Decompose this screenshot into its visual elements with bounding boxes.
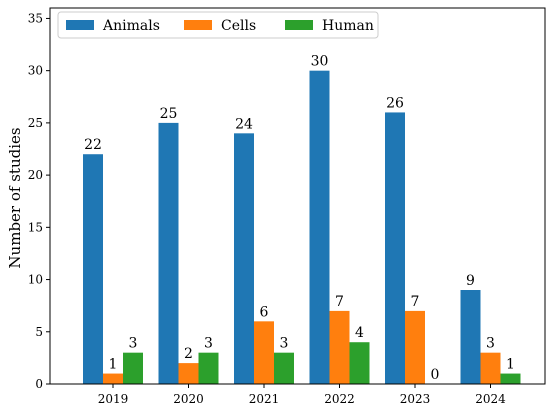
- y-tick-label-10: 10: [28, 273, 43, 287]
- x-tick-label-2023: 2023: [400, 392, 431, 406]
- bars-layer: [83, 70, 521, 385]
- legend: Animals Cells Human: [57, 11, 379, 39]
- bar-human-2024: [500, 373, 521, 384]
- bar-cells-2020: [178, 363, 199, 384]
- bar-human-2020: [198, 352, 219, 384]
- bar-cells-2022: [329, 310, 350, 384]
- data-label-human-2019: 3: [129, 336, 138, 352]
- legend-swatch-cells: [184, 20, 212, 30]
- data-label-cells-2020: 2: [184, 346, 193, 362]
- x-tick-label-2024: 2024: [475, 392, 506, 406]
- x-tick-label-2020: 2020: [173, 392, 204, 406]
- y-tick-label-25: 25: [28, 116, 43, 130]
- bar-human-2019: [123, 352, 143, 384]
- plot-frame: [49, 7, 546, 385]
- bar-animals-2024: [460, 290, 481, 384]
- legend-label-animals: Animals: [102, 18, 160, 34]
- bar-human-2022: [349, 342, 370, 384]
- data-label-animals-2022: 30: [311, 54, 329, 70]
- bar-cells-2023: [405, 310, 425, 384]
- data-label-human-2020: 3: [204, 336, 213, 352]
- y-tick-label-35: 35: [28, 11, 43, 25]
- bar-animals-2019: [83, 154, 103, 384]
- bar-cells-2021: [254, 321, 274, 384]
- legend-swatch-human: [285, 20, 313, 30]
- data-label-animals-2024: 9: [466, 273, 475, 289]
- legend-label-cells: Cells: [221, 18, 256, 34]
- data-label-cells-2024: 3: [486, 336, 495, 352]
- y-tick-label-30: 30: [28, 64, 43, 78]
- data-label-cells-2022: 7: [335, 294, 344, 310]
- bar-cells-2024: [480, 352, 501, 384]
- data-label-animals-2023: 26: [386, 95, 404, 111]
- data-label-cells-2021: 6: [260, 304, 269, 320]
- bar-human-2021: [274, 352, 294, 384]
- y-tick-label-5: 5: [35, 325, 43, 339]
- bar-cells-2019: [103, 373, 123, 384]
- bar-animals-2021: [234, 133, 254, 384]
- data-label-animals-2020: 25: [160, 106, 178, 122]
- data-label-cells-2019: 1: [109, 357, 118, 373]
- data-label-human-2022: 4: [355, 325, 364, 341]
- y-tick-label-15: 15: [28, 220, 43, 234]
- x-tick-label-2021: 2021: [249, 392, 280, 406]
- y-axis-label: Number of studies: [6, 127, 24, 268]
- data-label-human-2023: 0: [431, 367, 440, 383]
- data-label-human-2024: 1: [506, 357, 515, 373]
- data-label-cells-2023: 7: [411, 294, 420, 310]
- x-tick-label-2019: 2019: [98, 392, 129, 406]
- legend-swatch-animals: [66, 20, 94, 30]
- data-label-human-2021: 3: [280, 336, 289, 352]
- y-tick-label-0: 0: [35, 377, 43, 391]
- data-label-animals-2021: 24: [235, 116, 253, 132]
- legend-label-human: Human: [322, 18, 374, 34]
- bar-animals-2023: [385, 112, 405, 384]
- legend-frame: [57, 11, 379, 39]
- bar-animals-2020: [158, 122, 179, 384]
- x-tick-label-2022: 2022: [324, 392, 355, 406]
- y-tick-label-20: 20: [28, 168, 43, 182]
- data-label-animals-2019: 22: [84, 137, 102, 153]
- bar-animals-2022: [309, 70, 330, 385]
